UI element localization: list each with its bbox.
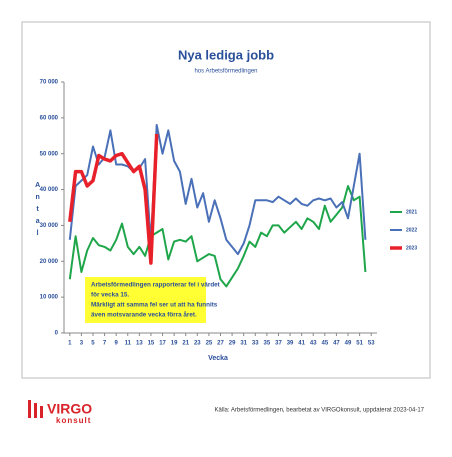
- x-tick-label: 33: [252, 341, 259, 347]
- x-tick-label: 21: [182, 341, 189, 347]
- annotation-box: [85, 277, 206, 323]
- logo-bars: [28, 400, 43, 418]
- x-tick-label: 29: [229, 341, 236, 347]
- x-tick-label: 17: [159, 341, 166, 347]
- x-tick-label: 49: [345, 341, 352, 347]
- x-axis-label: Vecka: [208, 355, 228, 362]
- x-tick-label: 53: [368, 341, 375, 347]
- logo-subtext: konsult: [56, 416, 91, 425]
- annotation-text: även motsvarande vecka förra året.: [91, 311, 197, 319]
- x-tick-label: 11: [125, 341, 132, 347]
- x-tick-label: 19: [171, 341, 178, 347]
- x-tick-label: 37: [275, 341, 282, 347]
- x-tick-label: 35: [264, 341, 271, 347]
- x-tick-label: 13: [136, 341, 143, 347]
- x-tick-label: 9: [114, 341, 118, 347]
- series-line: [68, 133, 159, 265]
- legend-label: 2023: [406, 245, 417, 251]
- y-axis-label: Antal: [34, 182, 41, 242]
- x-tick-label: 7: [103, 341, 107, 347]
- y-tick-label: 40 000: [40, 187, 59, 193]
- y-tick-label: 30 000: [40, 223, 59, 229]
- y-tick-label: 0: [55, 331, 59, 337]
- x-tick-label: 45: [321, 341, 328, 347]
- logo-text: VIRGO: [47, 401, 92, 417]
- legend-label: 2021: [406, 209, 417, 215]
- x-tick-label: 39: [287, 341, 294, 347]
- x-tick-label: 51: [356, 341, 363, 347]
- x-tick-label: 3: [80, 341, 84, 347]
- y-tick-label: 20 000: [40, 259, 59, 265]
- x-tick-label: 31: [240, 341, 247, 347]
- x-tick-label: 15: [148, 341, 155, 347]
- series-line: [68, 124, 367, 256]
- y-tick-label: 60 000: [40, 115, 59, 121]
- chart-frame: [21, 21, 431, 379]
- y-tick-label: 10 000: [40, 295, 59, 301]
- chart-subtitle: hos Arbetsförmedlingen: [194, 69, 257, 75]
- series-line: [68, 185, 367, 288]
- legend-label: 2022: [406, 227, 417, 233]
- x-tick-label: 25: [206, 341, 213, 347]
- x-tick-label: 41: [298, 341, 305, 347]
- annotation-text: för vecka 15.: [91, 292, 129, 299]
- annotation-text: Arbetsförmedlingen rapporterar fel i vär…: [91, 282, 221, 289]
- x-tick-label: 5: [91, 341, 95, 347]
- x-tick-label: 23: [194, 341, 201, 347]
- annotation-text: Märkligt att samma fel ser ut att ha fun…: [91, 302, 218, 309]
- chart-title: Nya lediga jobb: [178, 47, 274, 62]
- y-tick-label: 50 000: [40, 151, 59, 157]
- x-tick-label: 43: [310, 341, 317, 347]
- x-tick-label: 1: [68, 341, 72, 347]
- x-tick-label: 27: [217, 341, 224, 347]
- y-tick-label: 70 000: [40, 80, 59, 86]
- source-note: Källa: Arbetsförmedlingen, bearbetat av …: [215, 408, 425, 414]
- x-tick-label: 47: [333, 341, 340, 347]
